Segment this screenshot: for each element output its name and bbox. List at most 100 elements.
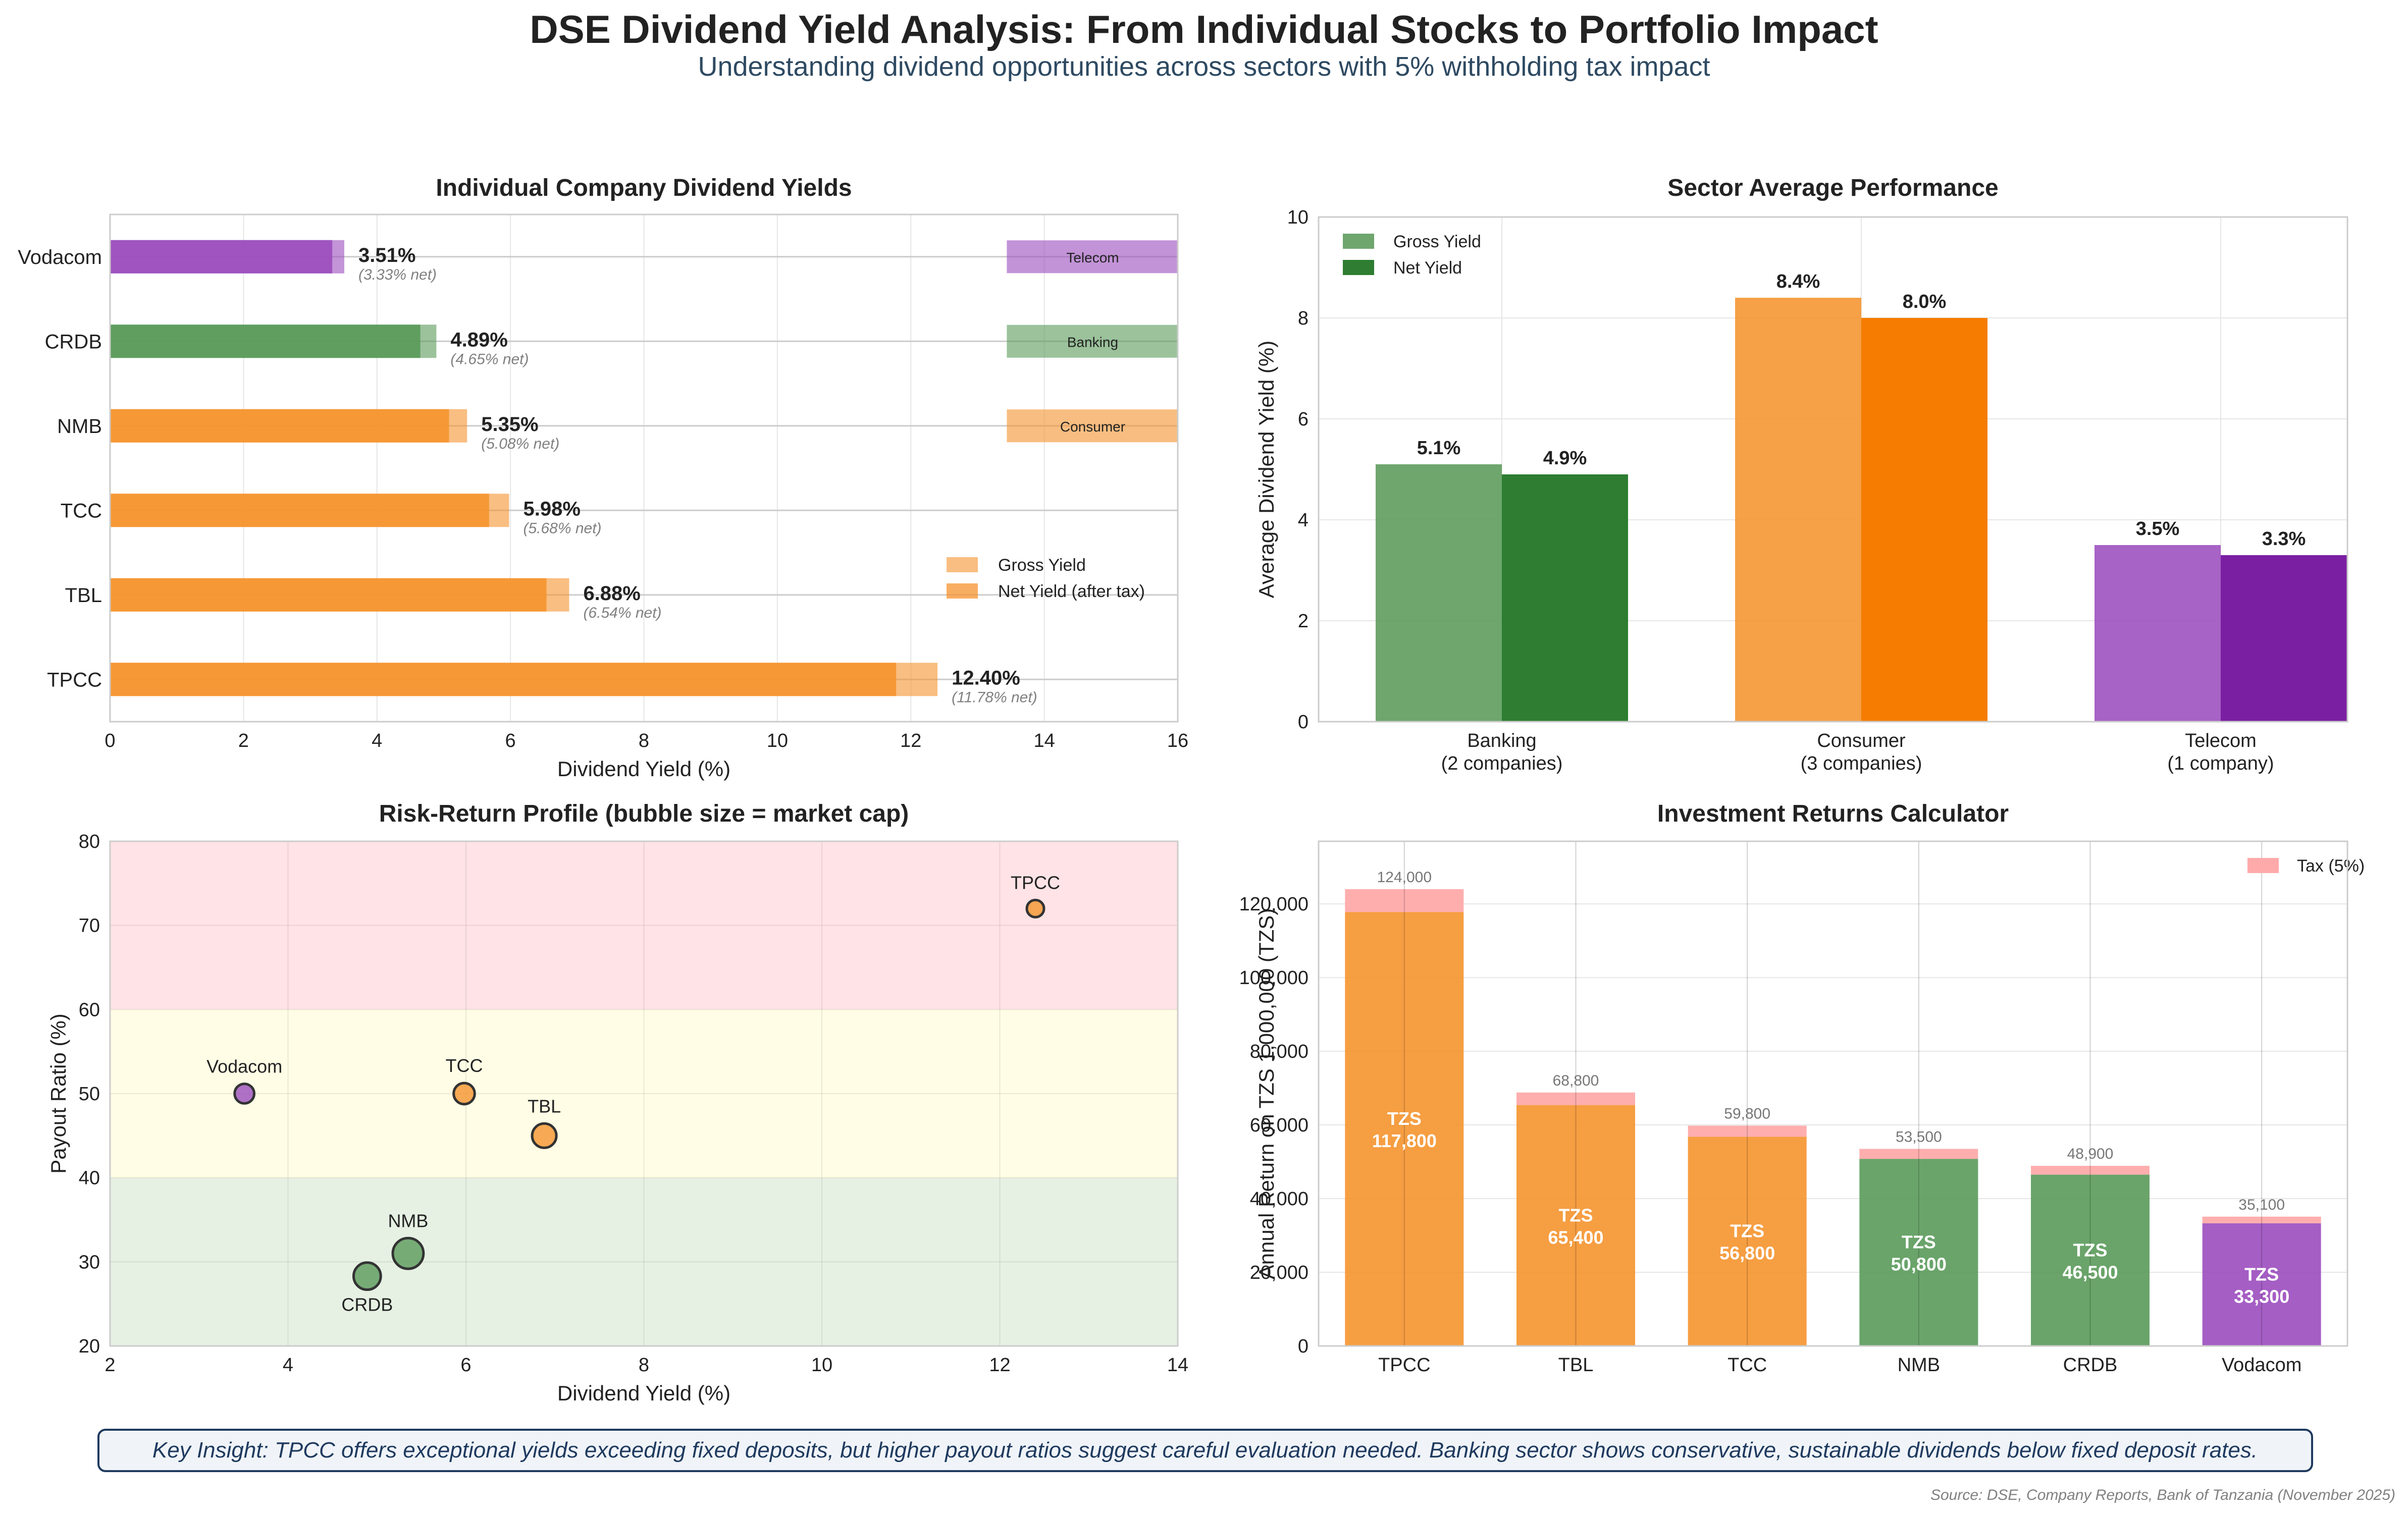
sector-tag-label: Consumer (1060, 419, 1125, 435)
tax-segment-bar (1516, 1092, 1635, 1105)
chart-risk-return: Risk-Return Profile (bubble size = marke… (46, 800, 1188, 1405)
gross-value-label: 5.1% (1417, 438, 1461, 459)
chart-individual-yields: Individual Company Dividend Yields 0 2 4 6 8 1… (18, 175, 1188, 781)
net-value-label: TZS 33,300 (2234, 1264, 2289, 1307)
x-tick-label: 14 (1033, 730, 1055, 751)
x-category-label: Consumer (1817, 730, 1906, 751)
y-tick-label: 50 (79, 1084, 100, 1105)
tax-segment-bar (1859, 1149, 1978, 1159)
x-tick-label: 10 (767, 730, 788, 751)
bubble-label: Vodacom (206, 1056, 282, 1077)
net-value-label: TZS 46,500 (2062, 1239, 2118, 1282)
net-value-label: TZS 56,800 (1719, 1221, 1775, 1264)
net-value-label: 8.0% (1903, 291, 1947, 312)
y-category-label: Vodacom (18, 246, 102, 268)
y-axis-label: Payout Ratio (%) (46, 1013, 70, 1173)
sector-tag (1007, 325, 1179, 358)
x-tick-label: 0 (104, 730, 115, 751)
net-yield-bar (110, 663, 897, 696)
gross-value-label: 124,000 (1377, 869, 1432, 886)
bubble-point (391, 1236, 425, 1270)
net-return-bar (1859, 1159, 1978, 1346)
x-category-sublabel: (2 companies) (1441, 753, 1563, 774)
y-tick-label: 20 (79, 1336, 100, 1357)
x-tick-label: 14 (1167, 1355, 1188, 1376)
legend-swatch-net (947, 583, 978, 599)
y-tick-label: 30 (79, 1252, 100, 1273)
insight-text: Key Insight: TPCC offers exceptional yie… (152, 1438, 2258, 1463)
chart-title: Risk-Return Profile (bubble size = marke… (379, 800, 909, 827)
net-value-label: (11.78% net) (952, 689, 1037, 706)
net-value-label: (5.68% net) (523, 520, 601, 536)
x-tick-label: 16 (1167, 730, 1188, 751)
gross-value-label: 12.40% (952, 667, 1020, 689)
x-tick-label: 2 (238, 730, 249, 751)
y-tick-label: 40 (79, 1168, 100, 1189)
y-tick-label: 120,000 (1239, 894, 1308, 915)
plot-frame (109, 213, 1179, 723)
y-tick-label: 80,000 (1250, 1041, 1308, 1062)
bubble-label: CRDB (341, 1294, 393, 1315)
y-category-label: CRDB (45, 331, 102, 353)
x-category-label: Banking (1467, 730, 1536, 751)
sector-tag-label: Telecom (1066, 250, 1119, 265)
y-tick-label: 20,000 (1250, 1262, 1308, 1283)
bubble-label: TBL (528, 1096, 561, 1116)
net-yield-bar (110, 578, 547, 612)
y-category-label: TBL (65, 584, 102, 607)
x-tick-label: 12 (900, 730, 921, 751)
x-category-sublabel: (1 company) (2167, 753, 2274, 774)
net-value-label: (5.08% net) (481, 436, 559, 452)
y-tick-label: 8 (1298, 308, 1308, 329)
bubble-point (233, 1083, 256, 1105)
bubble-label: TPCC (1011, 872, 1060, 893)
net-yield-bar (110, 409, 449, 443)
risk-zone-mid (110, 1009, 1178, 1178)
net-value-label: TZS 117,800 (1372, 1108, 1437, 1151)
x-axis-label: Dividend Yield (%) (557, 1381, 730, 1405)
tax-segment-bar (2031, 1166, 2150, 1175)
gross-value-label: 68,800 (1553, 1072, 1599, 1089)
insight-box: Key Insight: TPCC offers exceptional yie… (97, 1429, 2313, 1472)
y-tick-label: 60 (79, 999, 100, 1020)
net-value-label: (3.33% net) (358, 266, 437, 283)
gross-yield-bar (1735, 298, 1861, 722)
y-tick-label: 6 (1298, 409, 1308, 430)
y-tick-label: 2 (1298, 611, 1308, 632)
gross-value-label: 35,100 (2238, 1197, 2285, 1213)
legend-label-net: Net Yield (after tax) (998, 582, 1145, 601)
legend-label-tax: Tax (5%) (2297, 856, 2365, 876)
bubble-label: TCC (445, 1055, 483, 1076)
gross-yield-bar (1376, 464, 1502, 722)
chart-investment-returns: Investment Returns Calculator 0 20,000 40,0… (1239, 800, 2365, 1376)
net-yield-bar (110, 240, 333, 274)
net-return-bar (2031, 1174, 2150, 1346)
y-axis-label: Average Dividend Yield (%) (1254, 341, 1278, 599)
y-category-label: TCC (61, 500, 102, 522)
net-value-label: TZS 65,400 (1548, 1205, 1603, 1248)
gross-yield-bar (2095, 545, 2221, 722)
x-category-label: Telecom (2185, 730, 2257, 751)
net-value-label: (4.65% net) (450, 351, 529, 367)
bubble-point (352, 1261, 382, 1291)
y-category-label: NMB (57, 415, 102, 438)
legend-swatch-net (1343, 260, 1374, 275)
bubble-point (531, 1122, 558, 1149)
y-tick-label: 4 (1298, 510, 1308, 531)
y-tick-label: 60,000 (1250, 1115, 1308, 1136)
gross-value-label: 5.98% (523, 498, 580, 520)
x-category-label: CRDB (2063, 1355, 2118, 1376)
gross-value-label: 48,900 (2067, 1146, 2114, 1162)
y-tick-label: 0 (1298, 712, 1308, 733)
legend-label-gross: Gross Yield (1393, 232, 1481, 251)
x-tick-label: 12 (989, 1355, 1010, 1376)
gross-value-label: 5.35% (481, 413, 538, 436)
y-tick-label: 0 (1298, 1336, 1308, 1357)
gross-value-label: 8.4% (1776, 271, 1820, 292)
page-subtitle: Understanding dividend opportunities acr… (698, 51, 1710, 82)
net-yield-bar (110, 494, 489, 527)
x-category-label: NMB (1898, 1355, 1940, 1376)
net-yield-bar (1861, 318, 1987, 722)
gross-value-label: 53,500 (1896, 1128, 1942, 1145)
